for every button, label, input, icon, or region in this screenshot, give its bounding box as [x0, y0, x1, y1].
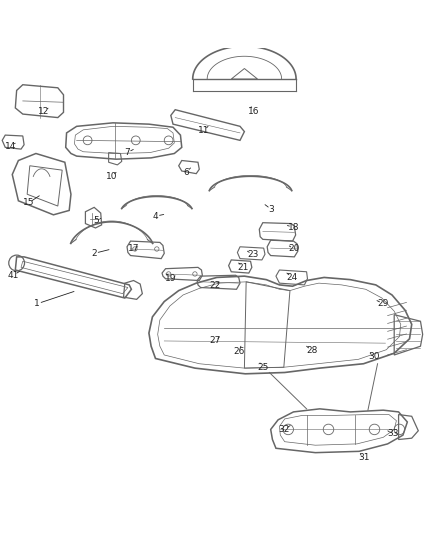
Text: 33: 33 — [387, 429, 399, 438]
Text: 19: 19 — [165, 274, 177, 283]
Text: 21: 21 — [237, 263, 249, 272]
Text: 30: 30 — [369, 352, 380, 361]
Text: 5: 5 — [93, 216, 99, 225]
Text: 15: 15 — [23, 198, 34, 207]
Text: 11: 11 — [198, 126, 209, 135]
Text: 41: 41 — [7, 271, 19, 280]
Text: 29: 29 — [378, 299, 389, 308]
Text: 32: 32 — [278, 425, 290, 434]
Text: 3: 3 — [268, 205, 275, 214]
Text: 26: 26 — [233, 348, 244, 357]
Text: 27: 27 — [209, 336, 220, 345]
Text: 25: 25 — [257, 363, 268, 372]
Text: 28: 28 — [306, 346, 318, 355]
Text: 17: 17 — [128, 245, 139, 254]
Text: 23: 23 — [247, 250, 258, 259]
Text: 10: 10 — [106, 172, 117, 181]
Text: 6: 6 — [183, 168, 189, 177]
Text: 2: 2 — [92, 249, 97, 258]
Text: 24: 24 — [286, 273, 298, 282]
Text: 1: 1 — [34, 299, 40, 308]
Text: 20: 20 — [289, 245, 300, 254]
Text: 4: 4 — [153, 212, 158, 221]
Text: 14: 14 — [5, 142, 17, 150]
Text: 16: 16 — [248, 107, 260, 116]
Text: 12: 12 — [38, 107, 49, 116]
Text: 18: 18 — [288, 223, 299, 231]
Text: 31: 31 — [359, 454, 370, 463]
Text: 7: 7 — [124, 148, 130, 157]
Text: 22: 22 — [209, 281, 220, 290]
